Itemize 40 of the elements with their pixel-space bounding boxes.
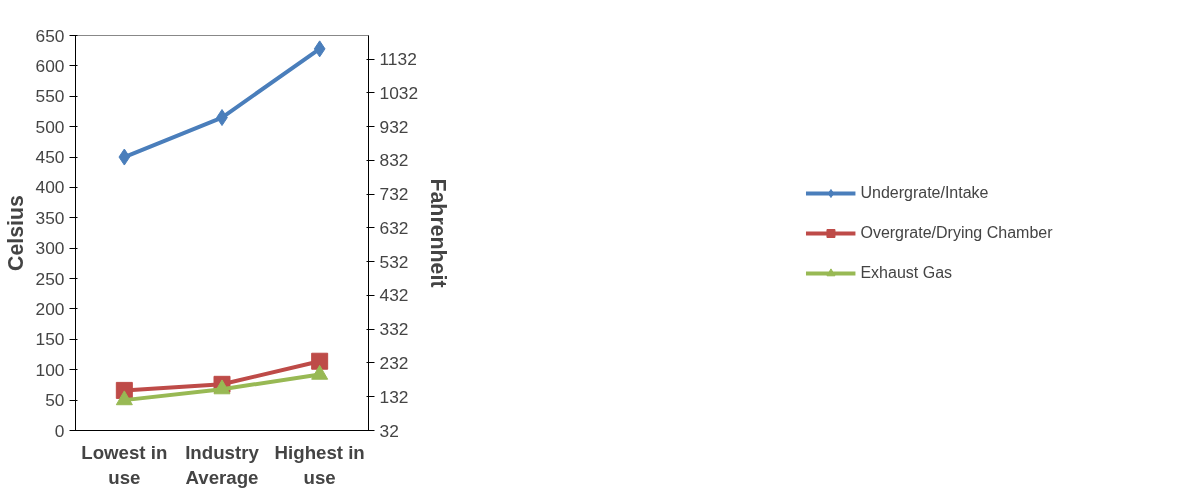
y-tick-label: 650 [35,25,65,46]
y2-tick-label: 332 [379,319,409,340]
y-axis-title: Celsius [3,195,28,271]
y2-tick-label: 532 [379,251,409,272]
y2-tick-label: 832 [379,150,409,171]
legend-label: Overgrate/Drying Chamber [860,223,1053,242]
y-tick-label: 250 [35,268,65,289]
y2-tick-label: 432 [379,285,409,306]
y-tick-label: 400 [35,177,65,198]
legend-label: Exhaust Gas [860,263,953,282]
y2-tick-label: 1032 [379,82,419,103]
x-tick-label: Industry Average [185,441,260,488]
y2-axis-title: Fahrenheit [426,178,451,288]
y2-tick-label: 1132 [379,49,417,70]
y-tick-label: 300 [35,238,65,259]
x-tick-label: Highest in use [274,441,365,488]
legend-label: Undergrate/Intake [860,183,989,202]
y2-tick-label: 932 [379,116,409,137]
point [313,40,326,58]
y-tick-label: 150 [35,329,65,350]
point [311,364,329,380]
y-tick-label: 200 [35,298,65,319]
y-tick-label: 100 [35,359,65,380]
y2-tick-label: 732 [379,184,409,205]
point [115,390,133,406]
y2-tick-label: 32 [379,420,399,441]
point [213,379,231,395]
y-tick-label: 450 [35,147,65,168]
y-tick-label: 550 [35,86,65,107]
y-tick-label: 600 [35,55,65,76]
y2-tick-label: 132 [379,386,409,407]
x-tick-label: Lowest in use [81,441,168,488]
y2-tick-label: 232 [379,352,409,373]
y-tick-label: 350 [35,207,65,228]
point [118,148,131,166]
y2-tick-label: 632 [379,217,409,238]
y-tick-label: 0 [54,420,65,441]
point [311,352,329,370]
y-tick-label: 500 [35,116,65,137]
y-tick-label: 50 [45,390,65,411]
